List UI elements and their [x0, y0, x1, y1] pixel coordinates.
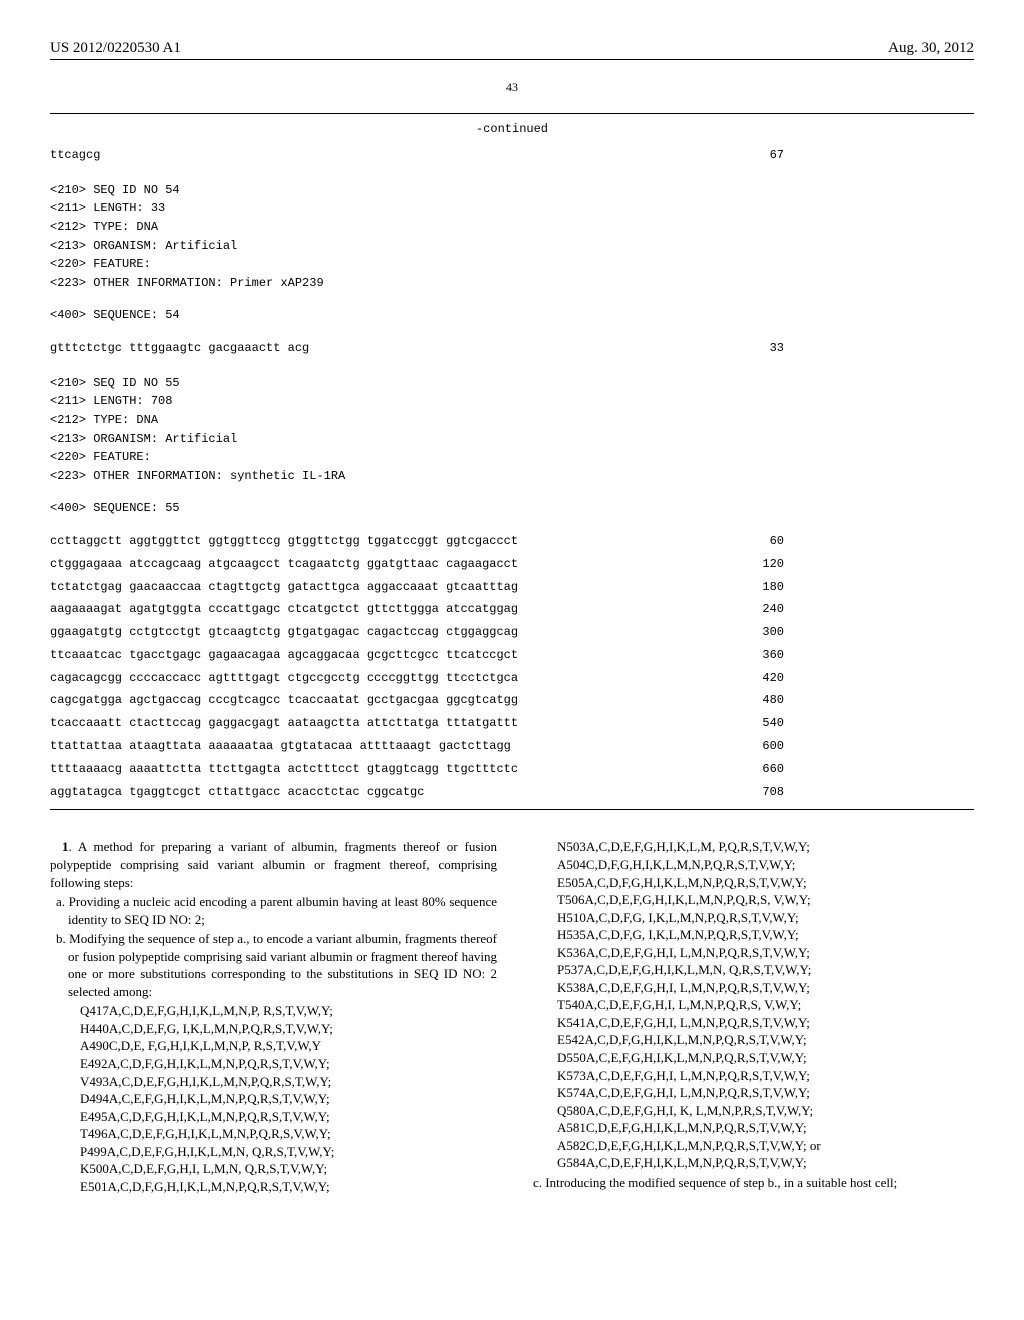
substitution-item: T496A,C,D,E,F,G,H,I,K,L,M,N,P,Q,R,S,V,W,… — [80, 1125, 497, 1143]
seq-continued-line: ttcagcg 67 — [50, 144, 974, 167]
claims-section: 1. A method for preparing a variant of a… — [50, 838, 974, 1195]
substitution-item: K536A,C,D,E,F,G,H,I, L,M,N,P,Q,R,S,T,V,W… — [557, 944, 974, 962]
seq-position: 540 — [762, 712, 974, 735]
substitutions-left: Q417A,C,D,E,F,G,H,I,K,L,M,N,P, R,S,T,V,W… — [50, 1002, 497, 1195]
claim-step-b: b. Modifying the sequence of step a., to… — [50, 930, 497, 1000]
substitution-item: E505A,C,D,F,G,H,I,K,L,M,N,P,Q,R,S,T,V,W,… — [557, 874, 974, 892]
sequence-line: cagcgatgga agctgaccag cccgtcagcc tcaccaa… — [50, 689, 974, 712]
seq-text: ccttaggctt aggtggttct ggtggttccg gtggttc… — [50, 530, 518, 553]
seq-position: 60 — [770, 530, 974, 553]
seq-position: 360 — [762, 644, 974, 667]
substitution-item: G584A,C,D,E,F,H,I,K,L,M,N,P,Q,R,S,T,V,W,… — [557, 1154, 974, 1172]
substitutions-right: N503A,C,D,E,F,G,H,I,K,L,M, P,Q,R,S,T,V,W… — [527, 838, 974, 1171]
substitution-item: K573A,C,D,E,F,G,H,I, L,M,N,P,Q,R,S,T,V,W… — [557, 1067, 974, 1085]
rule-bottom — [50, 809, 974, 810]
seq-text: gtttctctgc tttggaagtc gacgaaactt acg — [50, 337, 309, 360]
seq55-tags: <210> SEQ ID NO 55 <211> LENGTH: 708 <21… — [50, 374, 974, 486]
seq-text: tcaccaaatt ctacttccag gaggacgagt aataagc… — [50, 712, 518, 735]
substitution-item: K538A,C,D,E,F,G,H,I, L,M,N,P,Q,R,S,T,V,W… — [557, 979, 974, 997]
seq-position: 120 — [762, 553, 974, 576]
substitution-item: P499A,C,D,E,F,G,H,I,K,L,M,N, Q,R,S,T,V,W… — [80, 1143, 497, 1161]
substitution-item: D494A,C,E,F,G,H,I,K,L,M,N,P,Q,R,S,T,V,W,… — [80, 1090, 497, 1108]
substitution-item: A581C,D,E,F,G,H,I,K,L,M,N,P,Q,R,S,T,V,W,… — [557, 1119, 974, 1137]
substitution-item: T506A,C,D,E,F,G,H,I,K,L,M,N,P,Q,R,S, V,W… — [557, 891, 974, 909]
sequence-line: ggaagatgtg cctgtcctgt gtcaagtctg gtgatga… — [50, 621, 974, 644]
substitution-item: A504C,D,F,G,H,I,K,L,M,N,P,Q,R,S,T,V,W,Y; — [557, 856, 974, 874]
claim-intro: . A method for preparing a variant of al… — [50, 839, 497, 889]
seq-text: ttcaaatcac tgacctgagc gagaacagaa agcagga… — [50, 644, 518, 667]
substitution-item: A582C,D,E,F,G,H,I,K,L,M,N,P,Q,R,S,T,V,W,… — [557, 1137, 974, 1155]
sequence-line: tcaccaaatt ctacttccag gaggacgagt aataagc… — [50, 712, 974, 735]
substitution-item: K500A,C,D,E,F,G,H,I, L,M,N, Q,R,S,T,V,W,… — [80, 1160, 497, 1178]
sequence-line: ttcaaatcac tgacctgagc gagaacagaa agcagga… — [50, 644, 974, 667]
substitution-item: H510A,C,D,F,G, I,K,L,M,N,P,Q,R,S,T,V,W,Y… — [557, 909, 974, 927]
publication-number: US 2012/0220530 A1 — [50, 40, 181, 57]
seq-text: ttattattaa ataagttata aaaaaataa gtgtatac… — [50, 735, 511, 758]
substitution-item: N503A,C,D,E,F,G,H,I,K,L,M, P,Q,R,S,T,V,W… — [557, 838, 974, 856]
substitution-item: Q580A,C,D,E,F,G,H,I, K, L,M,N,P,R,S,T,V,… — [557, 1102, 974, 1120]
seq-text: aagaaaagat agatgtggta cccattgagc ctcatgc… — [50, 598, 518, 621]
seq-text: cagacagcgg ccccaccacc agttttgagt ctgccgc… — [50, 667, 518, 690]
claim-step-a: a. Providing a nucleic acid encoding a p… — [50, 893, 497, 928]
seq-position: 180 — [762, 576, 974, 599]
seq54-line: gtttctctgc tttggaagtc gacgaaactt acg 33 — [50, 337, 974, 360]
page-header: US 2012/0220530 A1 Aug. 30, 2012 — [50, 40, 974, 60]
claim-step-c: c. Introducing the modified sequence of … — [527, 1174, 974, 1192]
page-number: 43 — [50, 80, 974, 95]
substitution-item: P537A,C,D,E,F,G,H,I,K,L,M,N, Q,R,S,T,V,W… — [557, 961, 974, 979]
substitution-item: A490C,D,E, F,G,H,I,K,L,M,N,P, R,S,T,V,W,… — [80, 1037, 497, 1055]
seq55-lines: ccttaggctt aggtggttct ggtggttccg gtggttc… — [50, 530, 974, 804]
seq-position: 300 — [762, 621, 974, 644]
substitution-item: E501A,C,D,F,G,H,I,K,L,M,N,P,Q,R,S,T,V,W,… — [80, 1178, 497, 1196]
seq-text: aggtatagca tgaggtcgct cttattgacc acacctc… — [50, 781, 424, 804]
substitution-item: E495A,C,D,F,G,H,I,K,L,M,N,P,Q,R,S,T,V,W,… — [80, 1108, 497, 1126]
seq-position: 67 — [770, 144, 974, 167]
substitution-item: Q417A,C,D,E,F,G,H,I,K,L,M,N,P, R,S,T,V,W… — [80, 1002, 497, 1020]
rule-top — [50, 113, 974, 114]
seq54-tags: <210> SEQ ID NO 54 <211> LENGTH: 33 <212… — [50, 181, 974, 293]
seq-text: cagcgatgga agctgaccag cccgtcagcc tcaccaa… — [50, 689, 518, 712]
substitution-item: E542A,C,D,F,G,H,I,K,L,M,N,P,Q,R,S,T,V,W,… — [557, 1031, 974, 1049]
seq-position: 660 — [762, 758, 974, 781]
seq-text: tctatctgag gaacaaccaa ctagttgctg gatactt… — [50, 576, 518, 599]
substitution-item: T540A,C,D,E,F,G,H,I, L,M,N,P,Q,R,S, V,W,… — [557, 996, 974, 1014]
sequence-line: aagaaaagat agatgtggta cccattgagc ctcatgc… — [50, 598, 974, 621]
substitution-item: H440A,C,D,E,F,G, I,K,L,M,N,P,Q,R,S,T,V,W… — [80, 1020, 497, 1038]
seq-position: 240 — [762, 598, 974, 621]
seq-position: 420 — [762, 667, 974, 690]
sequence-line: ccttaggctt aggtggttct ggtggttccg gtggttc… — [50, 530, 974, 553]
substitution-item: K574A,C,D,E,F,G,H,I, L,M,N,P,Q,R,S,T,V,W… — [557, 1084, 974, 1102]
substitution-item: E492A,C,D,F,G,H,I,K,L,M,N,P,Q,R,S,T,V,W,… — [80, 1055, 497, 1073]
sequence-line: cagacagcgg ccccaccacc agttttgagt ctgccgc… — [50, 667, 974, 690]
substitution-item: H535A,C,D,F,G, I,K,L,M,N,P,Q,R,S,T,V,W,Y… — [557, 926, 974, 944]
sequence-line: ttattattaa ataagttata aaaaaataa gtgtatac… — [50, 735, 974, 758]
seq-position: 708 — [762, 781, 974, 804]
seq-text: ttcagcg — [50, 144, 100, 167]
sequence-line: ttttaaaacg aaaattctta ttcttgagta actcttt… — [50, 758, 974, 781]
seq-text: ttttaaaacg aaaattctta ttcttgagta actcttt… — [50, 758, 518, 781]
seq-position: 600 — [762, 735, 974, 758]
sequence-line: aggtatagca tgaggtcgct cttattgacc acacctc… — [50, 781, 974, 804]
sequence-line: ctgggagaaa atccagcaag atgcaagcct tcagaat… — [50, 553, 974, 576]
sequence-line: tctatctgag gaacaaccaa ctagttgctg gatactt… — [50, 576, 974, 599]
seq-text: ggaagatgtg cctgtcctgt gtcaagtctg gtgatga… — [50, 621, 518, 644]
substitution-item: K541A,C,D,E,F,G,H,I, L,M,N,P,Q,R,S,T,V,W… — [557, 1014, 974, 1032]
seq-text: ctgggagaaa atccagcaag atgcaagcct tcagaat… — [50, 553, 518, 576]
seq54-label: <400> SEQUENCE: 54 — [50, 306, 974, 325]
continued-label: -continued — [50, 122, 974, 136]
claim-1: 1. A method for preparing a variant of a… — [50, 838, 974, 1195]
seq55-label: <400> SEQUENCE: 55 — [50, 499, 974, 518]
seq-position: 480 — [762, 689, 974, 712]
substitution-item: V493A,C,D,E,F,G,H,I,K,L,M,N,P,Q,R,S,T,W,… — [80, 1073, 497, 1091]
publication-date: Aug. 30, 2012 — [888, 40, 974, 57]
seq-position: 33 — [770, 337, 974, 360]
substitution-item: D550A,C,E,F,G,H,I,K,L,M,N,P,Q,R,S,T,V,W,… — [557, 1049, 974, 1067]
